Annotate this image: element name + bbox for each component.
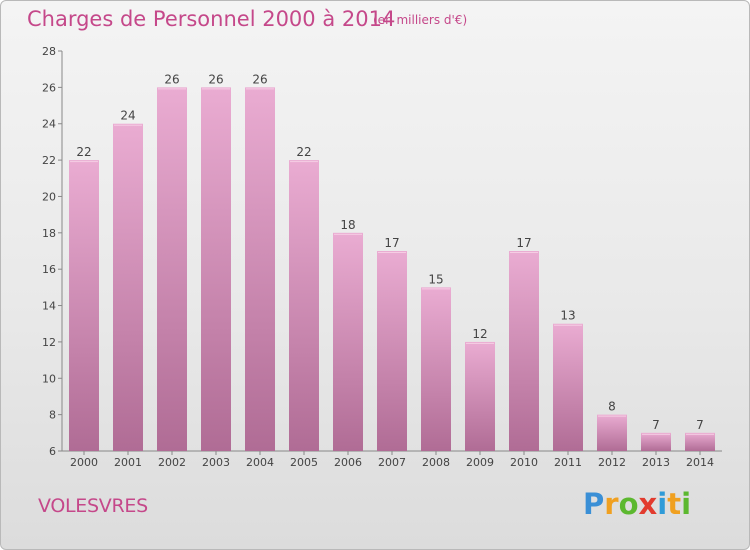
bars: [69, 87, 715, 452]
y-tick-label: 8: [49, 409, 56, 422]
bar: [333, 232, 363, 451]
y-tick-label: 26: [42, 81, 56, 94]
bar-value-label: 22: [76, 145, 91, 159]
bar-highlight: [202, 88, 230, 90]
bar-value-label: 15: [428, 272, 443, 286]
x-tick-label: 2012: [598, 456, 626, 469]
bar: [641, 432, 671, 451]
y-tick-label: 18: [42, 227, 56, 240]
x-tick-label: 2001: [114, 456, 142, 469]
x-tick-label: 2004: [246, 456, 274, 469]
x-tick-label: 2006: [334, 456, 362, 469]
bar-value-label: 13: [560, 309, 575, 323]
x-tick-label: 2011: [554, 456, 582, 469]
x-tick-label: 2005: [290, 456, 318, 469]
bar-value-label: 26: [208, 72, 223, 86]
commune-name: VOLESVRES: [38, 495, 148, 517]
bar-highlight: [554, 324, 582, 326]
bar-highlight: [686, 433, 714, 435]
bar: [69, 160, 99, 451]
bar-highlight: [114, 124, 142, 126]
bar: [289, 160, 319, 451]
x-tick-label: 2010: [510, 456, 538, 469]
bar: [377, 251, 407, 451]
logo-letter: x: [638, 487, 658, 521]
logo-letter: t: [667, 487, 682, 521]
logo-letter: i: [657, 487, 668, 521]
y-tick-label: 22: [42, 154, 56, 167]
y-tick-label: 6: [49, 445, 56, 458]
bar-value-label: 18: [340, 218, 355, 232]
bar-value-label: 26: [252, 72, 267, 86]
labels: 22 2000 24 2001 26 2002 26 2003 26 2004 22 2005 18 20…: [70, 72, 714, 469]
bar-value-label: 7: [696, 418, 704, 432]
logo-letter: r: [604, 487, 619, 521]
y-tick-label: 24: [42, 118, 56, 131]
bar-value-label: 8: [608, 400, 616, 414]
bar-value-label: 26: [164, 72, 179, 86]
y-tick-label: 28: [42, 45, 56, 58]
bar-value-label: 17: [516, 236, 531, 250]
bar: [157, 87, 187, 451]
y-tick-label: 12: [42, 336, 56, 349]
y-tick-label: 10: [42, 372, 56, 385]
logo-letter: o: [618, 487, 639, 521]
y-tick-label: 16: [42, 263, 56, 276]
bar: [597, 414, 627, 451]
x-tick-label: 2013: [642, 456, 670, 469]
chart-subtitle: (en milliers d'€): [373, 13, 468, 27]
bar-highlight: [70, 161, 98, 163]
y-tick-label: 14: [42, 300, 56, 313]
bar-highlight: [290, 161, 318, 163]
bar: [201, 87, 231, 451]
x-tick-label: 2002: [158, 456, 186, 469]
chart-title: Charges de Personnel 2000 à 2014: [27, 7, 396, 31]
proxiti-logo: Proxiti: [583, 487, 691, 521]
x-tick-label: 2009: [466, 456, 494, 469]
bar-highlight: [246, 88, 274, 90]
x-tick-label: 2014: [686, 456, 714, 469]
bar-value-label: 12: [472, 327, 487, 341]
logo-letter: i: [681, 487, 692, 521]
bar-highlight: [334, 233, 362, 235]
bar-value-label: 17: [384, 236, 399, 250]
bar-highlight: [422, 288, 450, 290]
logo-letter: P: [583, 487, 605, 521]
bar-highlight: [158, 88, 186, 90]
bar-highlight: [598, 415, 626, 417]
bar-highlight: [510, 252, 538, 253]
y-tick-label: 20: [42, 190, 56, 203]
bar-highlight: [378, 252, 406, 253]
bar: [685, 432, 715, 451]
x-tick-label: 2000: [70, 456, 98, 469]
bar-highlight: [642, 433, 670, 435]
x-tick-label: 2007: [378, 456, 406, 469]
bar: [421, 287, 451, 451]
bar-value-label: 24: [120, 109, 135, 123]
bar: [245, 87, 275, 451]
bar: [509, 251, 539, 451]
x-tick-label: 2003: [202, 456, 230, 469]
bar: [465, 341, 495, 451]
bar: [113, 123, 143, 452]
bar-value-label: 7: [652, 418, 660, 432]
x-tick-label: 2008: [422, 456, 450, 469]
bar-highlight: [466, 342, 494, 344]
bar-value-label: 22: [296, 145, 311, 159]
bar: [553, 323, 583, 451]
